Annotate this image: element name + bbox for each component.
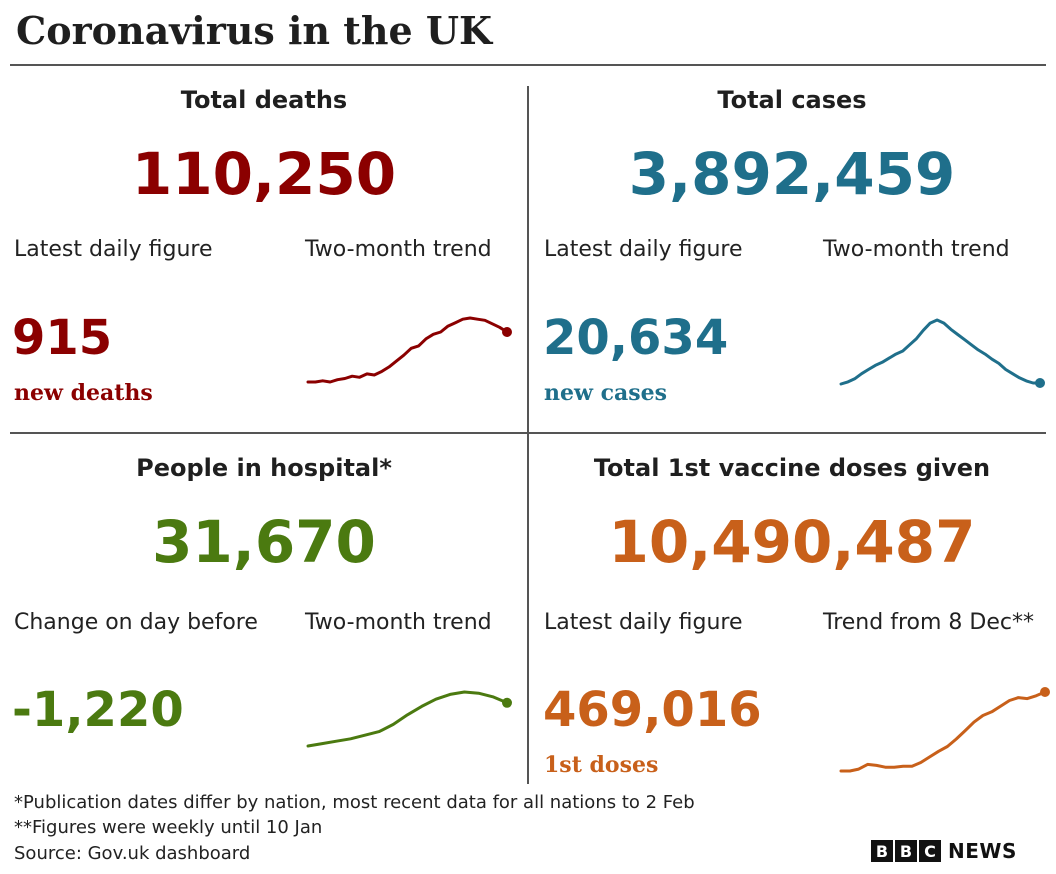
hospital-daily-value: -1,220	[12, 682, 184, 738]
hospital-left-label: Change on day before	[14, 610, 258, 635]
footnote-source: Source: Gov.uk dashboard	[14, 843, 251, 864]
cases-trend-line	[839, 318, 1042, 386]
hospital-trend-chart	[306, 690, 512, 748]
cases-total: 3,892,459	[628, 140, 956, 208]
vaccine-daily-unit: 1st doses	[544, 752, 659, 778]
hospital-trend-endpoint	[502, 697, 512, 708]
cases-heading: Total cases	[717, 86, 867, 114]
deaths-daily-unit: new deaths	[14, 380, 153, 406]
vaccine-trend-endpoint	[1040, 687, 1050, 697]
cases-left-label: Latest daily figure	[544, 237, 743, 262]
cases-right-label: Two-month trend	[823, 237, 1010, 262]
vaccine-left-label: Latest daily figure	[544, 610, 743, 635]
deaths-right-label: Two-month trend	[305, 237, 492, 262]
deaths-daily-value: 915	[12, 310, 113, 366]
cases-trend-endpoint	[1035, 378, 1045, 388]
logo-letter-b1: B	[871, 840, 893, 862]
vaccine-heading: Total 1st vaccine doses given	[593, 454, 991, 482]
deaths-trend-chart	[306, 316, 512, 384]
hospital-panel: People in hospital* 31,670 Change on day…	[0, 434, 528, 784]
deaths-heading: Total deaths	[180, 86, 348, 114]
cases-daily-unit: new cases	[544, 380, 668, 406]
vaccine-trend-line	[839, 690, 1047, 773]
page-title: Coronavirus in the UK	[16, 8, 493, 53]
cases-daily-value: 20,634	[543, 310, 729, 366]
title-divider	[10, 64, 1046, 66]
cases-panel: Total cases 3,892,459 Latest daily figur…	[528, 0, 1056, 432]
hospital-total: 31,670	[152, 508, 376, 576]
deaths-left-label: Latest daily figure	[14, 237, 213, 262]
hospital-heading: People in hospital*	[136, 454, 392, 482]
footnote-publication: *Publication dates differ by nation, mos…	[14, 792, 695, 813]
vaccine-right-label: Trend from 8 Dec**	[823, 610, 1034, 635]
hospital-trend-line	[306, 690, 509, 748]
deaths-trend-line	[306, 316, 509, 384]
vaccine-trend-chart	[839, 687, 1050, 773]
vaccine-panel: Total 1st vaccine doses given 10,490,487…	[528, 434, 1056, 784]
hospital-right-label: Two-month trend	[305, 610, 492, 635]
footnote-weekly: **Figures were weekly until 10 Jan	[14, 817, 323, 838]
cases-trend-chart	[839, 318, 1045, 388]
vertical-divider	[527, 86, 529, 784]
logo-letter-b2: B	[895, 840, 917, 862]
vaccine-total: 10,490,487	[608, 508, 976, 576]
bbc-news-logo: B B C NEWS	[871, 838, 1017, 864]
deaths-total: 110,250	[131, 140, 397, 208]
vaccine-daily-value: 469,016	[543, 682, 762, 738]
logo-letter-c: C	[919, 840, 941, 862]
deaths-panel: Total deaths 110,250 Latest daily figure…	[0, 0, 528, 432]
logo-word-news: NEWS	[948, 839, 1017, 863]
deaths-trend-endpoint	[502, 327, 512, 337]
